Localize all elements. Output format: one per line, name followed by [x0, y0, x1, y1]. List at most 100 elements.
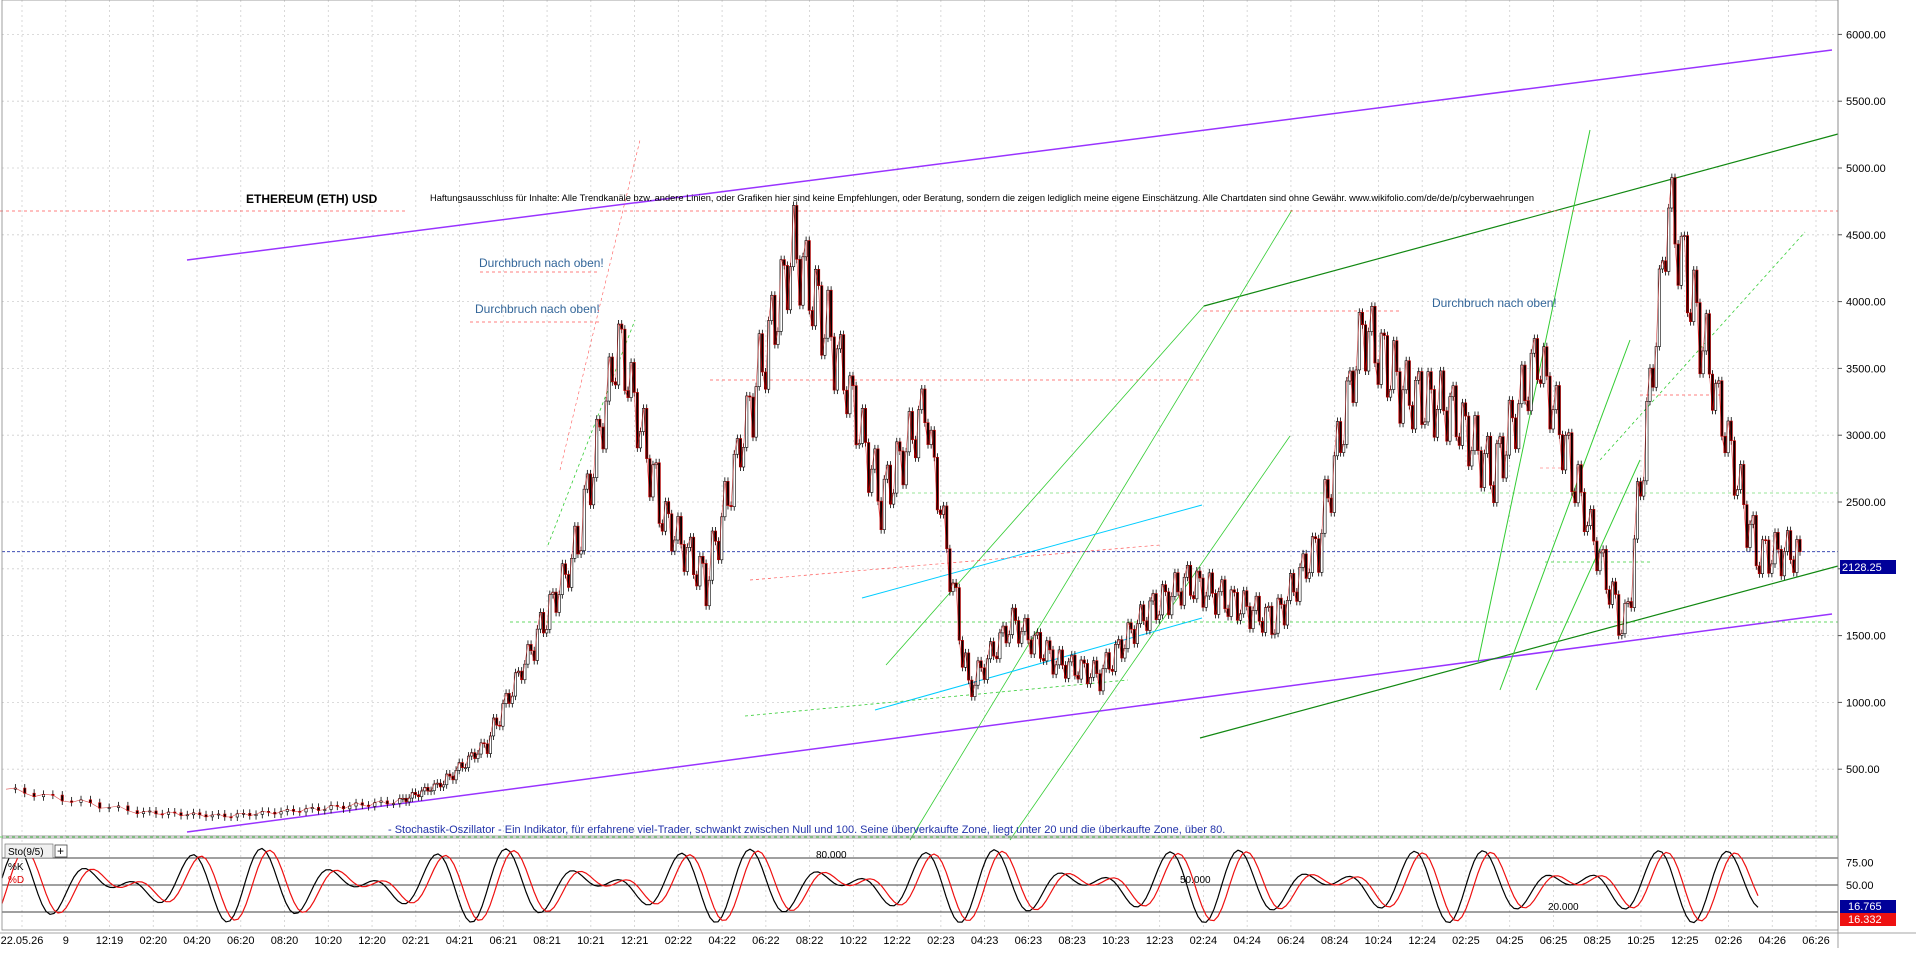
candle-body	[898, 441, 902, 452]
candle-body	[854, 385, 858, 446]
candle-body	[407, 797, 411, 803]
candle-body	[1385, 335, 1389, 398]
candle-body	[842, 334, 846, 391]
x-tick-label: 02:25	[1452, 935, 1480, 947]
x-tick-label: 12:23	[1146, 935, 1174, 947]
candle-body	[1670, 177, 1674, 209]
trend-line	[885, 305, 1205, 666]
candle-body	[670, 513, 674, 552]
candle-body	[1598, 552, 1602, 572]
candle-body	[60, 794, 64, 802]
candle-body	[1114, 644, 1118, 672]
x-tick-label: 12:24	[1408, 935, 1436, 947]
candle-body	[1732, 440, 1736, 496]
candle-body	[1420, 371, 1424, 425]
candle-body	[1476, 415, 1480, 451]
candle-body	[1251, 610, 1255, 629]
candle-body	[1551, 409, 1555, 430]
candle-body	[538, 612, 542, 630]
trend-line	[874, 617, 1203, 711]
candle-body	[1473, 415, 1477, 452]
candle-body	[454, 770, 458, 781]
candle-body	[979, 660, 983, 669]
candle-body	[1495, 443, 1499, 503]
candle-body	[1032, 634, 1036, 655]
trend-line	[1477, 129, 1591, 663]
candle-body	[1592, 509, 1596, 542]
candle-body	[1679, 235, 1683, 286]
candle-body	[1360, 312, 1364, 326]
candle-body	[617, 323, 621, 386]
candle-body	[998, 632, 1002, 660]
candle-body	[595, 418, 599, 478]
candle-body	[1285, 600, 1289, 626]
level-20-label: 20.000	[1548, 902, 1579, 913]
candle-body	[1535, 338, 1539, 381]
x-tick-label: 08:20	[271, 935, 299, 947]
candle-body	[570, 558, 574, 588]
candle-body	[1635, 481, 1639, 540]
candle-body	[1389, 389, 1393, 398]
candle-body	[904, 451, 908, 486]
candle-body	[526, 644, 530, 665]
candle-body	[1304, 553, 1308, 579]
candle-body	[560, 563, 564, 595]
candle-body	[1464, 402, 1468, 417]
candle-body	[648, 458, 652, 498]
annotation-breakout-1: Durchbruch nach oben!	[479, 256, 604, 270]
x-tick-label: 08:24	[1321, 935, 1349, 947]
candle-body	[1407, 360, 1411, 406]
candle-body	[1401, 389, 1405, 424]
x-tick-label: 08:21	[533, 935, 561, 947]
x-tick-label: 04:20	[183, 935, 211, 947]
trend-line	[744, 679, 1129, 717]
candle-body	[1720, 380, 1724, 437]
candle-body	[535, 628, 539, 661]
candle-body	[1126, 622, 1130, 649]
candle-body	[1520, 364, 1524, 405]
candle-body	[1639, 481, 1643, 497]
stochastic-add-button[interactable]	[54, 844, 68, 858]
candle-body	[1548, 375, 1552, 430]
x-tick-label: 08:25	[1583, 935, 1611, 947]
candle-body	[467, 755, 471, 768]
candle-body	[1229, 589, 1233, 617]
candle-body	[798, 259, 802, 306]
candle-body	[1776, 532, 1780, 550]
candle-body	[888, 464, 892, 505]
stochastic-note: - Stochastik-Oszillator - Ein Indikator,…	[388, 824, 1225, 836]
price-line	[5, 177, 1801, 818]
candle-body	[1529, 352, 1533, 412]
candle-body	[495, 717, 499, 726]
candle-body	[1139, 604, 1143, 625]
candle-body	[1485, 435, 1489, 454]
d-value-label: 16.332	[1848, 914, 1882, 926]
candle-body	[676, 516, 680, 541]
trend-line	[559, 139, 641, 471]
candle-body	[1395, 340, 1399, 372]
candle-body	[882, 478, 886, 530]
candle-body	[801, 256, 805, 306]
stochastic-k-line	[1, 847, 1759, 924]
candle-body	[788, 266, 792, 311]
candle-body	[1014, 607, 1018, 621]
candle-body	[1342, 444, 1346, 453]
candle-body	[1754, 515, 1758, 567]
candle-body	[1351, 370, 1355, 403]
candle-body	[1142, 604, 1146, 622]
candle-body	[1339, 421, 1343, 453]
trend-line	[186, 613, 1833, 833]
candle-body	[1782, 551, 1786, 577]
x-tick-label: 04:22	[708, 935, 736, 947]
trend-line	[1535, 459, 1641, 691]
trend-line	[909, 209, 1293, 841]
candle-body	[645, 408, 649, 459]
trend-line	[1203, 133, 1839, 307]
candle-body	[588, 473, 592, 506]
candle-body	[1517, 403, 1521, 450]
candle-body	[1317, 538, 1321, 573]
candle-body	[698, 556, 702, 587]
candle-body	[1560, 434, 1564, 471]
x-tick-label: 10:24	[1365, 935, 1393, 947]
candle-body	[548, 594, 552, 630]
